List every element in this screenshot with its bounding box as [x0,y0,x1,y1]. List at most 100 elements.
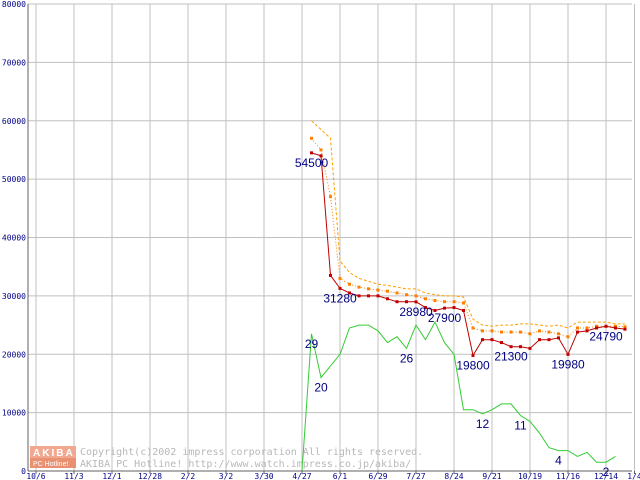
series-2-point [348,291,351,295]
series-1-point [357,285,361,289]
series-1-point [595,324,598,328]
series-2-point [614,326,617,330]
series-1-point [310,136,313,140]
data-label: 26 [400,351,414,365]
series-1-point [481,329,484,333]
series-1-point [471,326,475,330]
y-tick-label: 10000 [2,409,26,418]
y-tick-label: 60000 [2,117,26,126]
data-label: 24790 [589,329,623,343]
series-1-point [576,326,579,330]
x-tick-label: 10/6 [26,472,45,480]
x-tick-label: 11/16 [556,472,580,480]
logo-text-bottom: PC Hotline! [33,461,68,468]
data-label: 31280 [323,291,357,305]
series-1-point [367,287,370,291]
series-1-point [509,330,513,334]
series-line-3 [301,320,616,472]
series-1-point [623,325,627,329]
series-2-point [329,273,332,277]
series-1-point [538,329,541,333]
y-tick-label: 80000 [2,0,26,9]
series-2-point [557,336,560,340]
series-2-point [604,324,608,328]
y-tick-label: 50000 [2,175,26,184]
series-2-point [338,286,342,290]
x-tick-label: 6/1 [333,472,348,480]
series-1-point [395,291,399,295]
y-tick-label: 0 [21,467,26,476]
series-1-point [490,329,494,333]
series-1-point [348,282,351,286]
y-tick-label: 70000 [2,58,26,67]
series-1-point [329,195,332,199]
series-1-point [386,289,389,293]
data-label: 27900 [428,311,462,325]
series-2-point [509,345,513,349]
series-2-point [585,329,589,333]
x-tick-labels: 10/6 11/3 12/1 12/28 2/2 3/2 3/30 4/27 6/1 6/29 7/… [26,472,640,480]
series-1-point [500,330,503,334]
x-tick-label: 12/1 [102,472,121,480]
series-2-point [357,294,361,298]
series-2-point [481,338,484,342]
x-tick-label: 7/27 [406,472,425,480]
y-tick-label: 30000 [2,292,26,301]
series-2-point [367,294,370,298]
series-1-point [528,332,532,336]
series-1-point [566,335,570,339]
y-tick-label: 40000 [2,234,26,243]
series-2-point [443,306,446,310]
x-tick-label: 10/19 [518,472,542,480]
data-label: 2 [603,465,610,479]
series-1-point [319,148,323,152]
data-label: 11 [514,419,527,433]
x-tick-label: 11/3 [64,472,83,480]
series-2-point [623,327,627,331]
series-2-point [595,326,598,330]
watermark: AKIBA PC Hotline! Copyright(c)2002 impre… [30,446,423,470]
x-tick-label: 12/28 [138,472,162,480]
series-1-point [452,300,456,304]
series-1-point [443,300,446,304]
series-1-point [338,276,342,280]
series-2-point [424,306,427,310]
series-1-point [433,299,437,303]
series-2-point [566,352,570,356]
series-2-point [452,306,456,310]
data-label: 4 [555,454,562,468]
series-2-point [500,341,503,345]
axes [27,4,635,474]
series-2-point [414,300,418,304]
series-1-point [614,324,617,328]
data-label: 12 [476,417,490,431]
x-tick-label: 3/2 [219,472,234,480]
data-label: 28980 [399,305,433,319]
series-2-point [490,338,494,342]
series-1-point [519,330,522,334]
logo-badge-bottom [30,458,76,468]
x-tick-label: 6/29 [368,472,387,480]
data-label: 21300 [494,350,528,364]
series-2-point [519,345,522,349]
series-1-point [405,293,408,297]
series-2-point [405,300,408,304]
x-tick-label: 3/30 [254,472,273,480]
data-label: 29 [305,337,319,351]
series-1-point [547,330,551,334]
data-label: 19800 [456,358,490,372]
x-tick-label: 2/2 [181,472,196,480]
site-text: AKIBA PC Hotline! http://www.watch.impre… [80,459,411,470]
y-tick-labels: 0 10000 20000 30000 40000 50000 60000 70000 8000… [2,0,26,476]
x-tick-label: 9/21 [482,472,501,480]
series-line-2 [311,152,626,357]
logo-text-top: AKIBA [33,448,75,459]
series-2-point [433,308,437,312]
series-2-point [386,297,389,301]
series-2-point [471,353,475,357]
series-2-point [547,338,551,342]
copyright-text: Copyright(c)2002 impress corporation All… [80,447,423,458]
series-1-point [462,301,465,305]
data-label: 54500 [295,156,329,170]
